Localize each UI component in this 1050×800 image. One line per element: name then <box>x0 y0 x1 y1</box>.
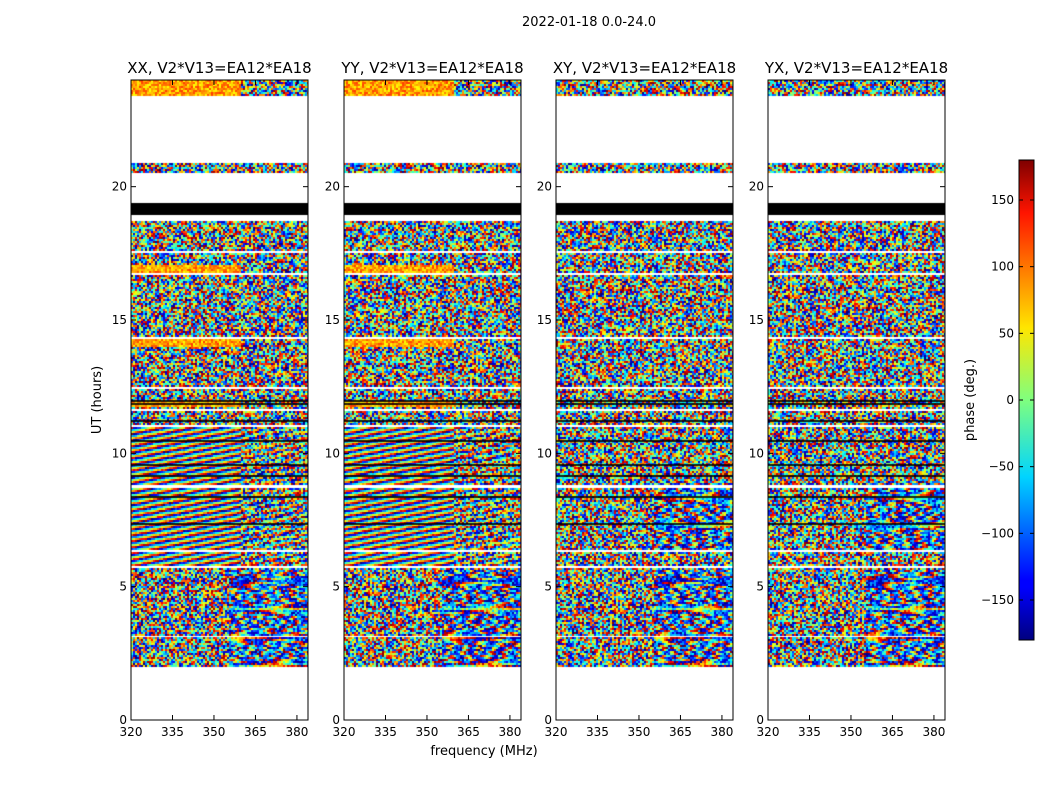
x-tick-label: 365 <box>457 725 480 739</box>
y-tick-label: 5 <box>119 580 127 594</box>
y-tick-label: 20 <box>537 180 552 194</box>
x-tick-label: 350 <box>628 725 651 739</box>
x-tick-label: 350 <box>840 725 863 739</box>
y-tick-label: 15 <box>749 313 764 327</box>
x-tick-label: 335 <box>586 725 609 739</box>
x-tick-label: 320 <box>120 725 143 739</box>
y-tick-label: 10 <box>325 446 340 460</box>
x-tick-label: 335 <box>374 725 397 739</box>
panel-xy: XY, V2*V13=EA12*EA18 320 335 350 365 380 0 5 10 1… <box>537 59 736 739</box>
y-tick-label: 0 <box>332 713 340 727</box>
y-tick-label: 20 <box>325 180 340 194</box>
y-tick-label: 5 <box>332 580 340 594</box>
panel-yx: YX, V2*V13=EA12*EA18 320 335 350 365 380 0 5 10 1… <box>749 59 948 739</box>
phase-heatmap <box>768 80 945 720</box>
phase-heatmap <box>344 80 521 720</box>
y-tick-label: 15 <box>325 313 340 327</box>
y-axis-label: UT (hours) <box>90 366 105 434</box>
colorbar-tick-label: −50 <box>989 460 1014 474</box>
panel-yy: YY, V2*V13=EA12*EA18 320 335 350 365 380 0 5 10 1… <box>325 59 524 739</box>
phase-heatmap <box>556 80 733 720</box>
y-tick-label: 10 <box>749 446 764 460</box>
x-tick-label: 380 <box>285 725 308 739</box>
x-tick-label: 335 <box>161 725 184 739</box>
x-tick-label: 380 <box>922 725 945 739</box>
y-tick-label: 5 <box>756 580 764 594</box>
y-tick-label: 0 <box>756 713 764 727</box>
y-tick-label: 15 <box>112 313 127 327</box>
x-tick-label: 365 <box>669 725 692 739</box>
panel-title: YX, V2*V13=EA12*EA18 <box>764 59 948 77</box>
y-tick-label: 0 <box>119 713 127 727</box>
plot-frame <box>767 79 946 721</box>
x-tick-label: 365 <box>881 725 904 739</box>
y-tick-label: 10 <box>537 446 552 460</box>
colorbar-tick-label: −100 <box>981 526 1014 540</box>
colorbar-ticks: 150 100 50 0 −50 −100 −150 <box>981 193 1034 607</box>
colorbar-tick-label: −150 <box>981 593 1014 607</box>
x-tick-label: 380 <box>498 725 521 739</box>
colorbar-tick-label: 150 <box>991 193 1014 207</box>
x-tick-label: 320 <box>757 725 780 739</box>
phase-heatmap <box>131 80 308 720</box>
plot-frame <box>555 79 734 721</box>
panel-title: XY, V2*V13=EA12*EA18 <box>553 59 736 77</box>
x-tick-label: 380 <box>710 725 733 739</box>
x-tick-label: 350 <box>416 725 439 739</box>
figure-title: 2022-01-18 0.0-24.0 <box>522 15 656 30</box>
x-tick-label: 350 <box>203 725 226 739</box>
x-tick-label: 320 <box>545 725 568 739</box>
y-tick-label: 0 <box>544 713 552 727</box>
colorbar-label: phase (deg.) <box>963 359 978 441</box>
colorbar-tick-label: 50 <box>999 326 1014 340</box>
panel-xx: XX, V2*V13=EA12*EA18 320 335 350 365 380 0 5 10 1… <box>112 59 312 739</box>
colorbar-tick-label: 100 <box>991 260 1014 274</box>
panels: XX, V2*V13=EA12*EA18 320 335 350 365 380 0 5 10 1… <box>112 59 948 739</box>
colorbar-tick-label: 0 <box>1006 393 1014 407</box>
plot-frame <box>343 79 522 721</box>
colorbar: 150 100 50 0 −50 −100 −150 phase (deg.) <box>963 159 1035 641</box>
x-tick-label: 335 <box>798 725 821 739</box>
y-tick-label: 20 <box>749 180 764 194</box>
panel-title: XX, V2*V13=EA12*EA18 <box>127 59 311 77</box>
y-tick-label: 10 <box>112 446 127 460</box>
plot-frame <box>130 79 309 721</box>
x-tick-label: 365 <box>244 725 267 739</box>
y-tick-label: 15 <box>537 313 552 327</box>
x-axis-label: frequency (MHz) <box>430 744 537 759</box>
y-tick-label: 5 <box>544 580 552 594</box>
x-tick-label: 320 <box>333 725 356 739</box>
y-tick-label: 20 <box>112 180 127 194</box>
panel-title: YY, V2*V13=EA12*EA18 <box>340 59 523 77</box>
